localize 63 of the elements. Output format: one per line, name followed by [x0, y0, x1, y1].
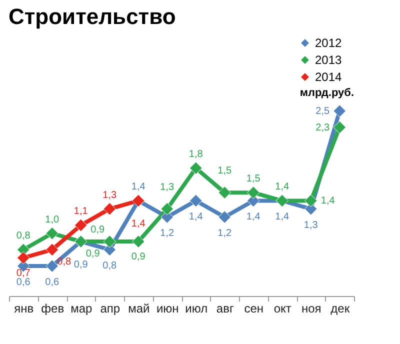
- data-label: 0,9: [86, 248, 100, 260]
- data-label: 1,3: [304, 220, 318, 231]
- data-label: 0,8: [57, 256, 72, 268]
- data-label: 1,4: [246, 212, 261, 223]
- point: [103, 235, 116, 248]
- x-tick-label: окт: [274, 302, 292, 316]
- point: [190, 162, 202, 174]
- data-label: 1,4: [275, 182, 290, 193]
- data-label: 1,5: [218, 166, 232, 177]
- data-label: 1,4: [131, 218, 146, 230]
- x-tick-label: янв: [14, 302, 34, 316]
- point: [74, 218, 88, 232]
- point: [46, 226, 58, 240]
- x-tick-label: фев: [41, 302, 64, 316]
- point: [160, 202, 174, 216]
- data-label: 0,6: [16, 277, 31, 288]
- data-label: 1,8: [188, 149, 204, 160]
- data-label: 1,2: [160, 228, 175, 240]
- x-tick-label: дек: [330, 302, 350, 316]
- point: [333, 120, 346, 134]
- data-label: 1,2: [218, 228, 232, 240]
- data-label: 0,8: [102, 260, 118, 272]
- data-label: 1,3: [160, 182, 175, 193]
- point: [103, 202, 116, 216]
- legend-label: 2012: [315, 36, 342, 50]
- data-label: 1,4: [275, 212, 290, 223]
- data-label: 0,9: [74, 260, 88, 271]
- data-label: 0,9: [90, 224, 106, 236]
- data-label: 1,4: [188, 212, 204, 223]
- data-label: 1,4: [131, 182, 146, 193]
- legend-label: 2014: [315, 70, 342, 84]
- data-label: 0,9: [131, 252, 146, 263]
- point: [132, 235, 145, 248]
- point: [46, 243, 58, 256]
- x-tick-label: июл: [185, 302, 208, 316]
- x-tick-label: ноя: [301, 302, 322, 316]
- point: [304, 194, 318, 208]
- data-label: 2,5: [316, 106, 330, 117]
- point: [218, 186, 231, 199]
- x-tick-label: сен: [244, 302, 264, 316]
- x-tick-label: мар: [70, 302, 92, 316]
- data-label: 0,7: [16, 268, 31, 279]
- data-label: 0,8: [16, 230, 31, 242]
- point: [333, 104, 346, 118]
- data-label: 2,3: [316, 122, 330, 134]
- point: [247, 186, 260, 199]
- legend-label: 2013: [315, 53, 342, 67]
- data-label: 1,3: [102, 190, 118, 201]
- data-label: 1,5: [246, 174, 261, 185]
- data-label: 1,4: [320, 196, 336, 207]
- x-tick-label: апр: [100, 302, 120, 316]
- chart-title: Строительство: [8, 4, 176, 29]
- data-label: 0,6: [45, 277, 60, 288]
- data-label: 1,1: [74, 206, 88, 218]
- x-tick-label: июн: [156, 302, 179, 316]
- x-tick-label: авг: [216, 302, 234, 316]
- point: [17, 251, 30, 264]
- point: [46, 260, 58, 272]
- x-tick-label: май: [128, 302, 150, 316]
- point: [190, 194, 202, 208]
- point: [218, 210, 231, 224]
- data-label: 1,0: [45, 214, 60, 226]
- text: млрд.руб.: [300, 87, 354, 99]
